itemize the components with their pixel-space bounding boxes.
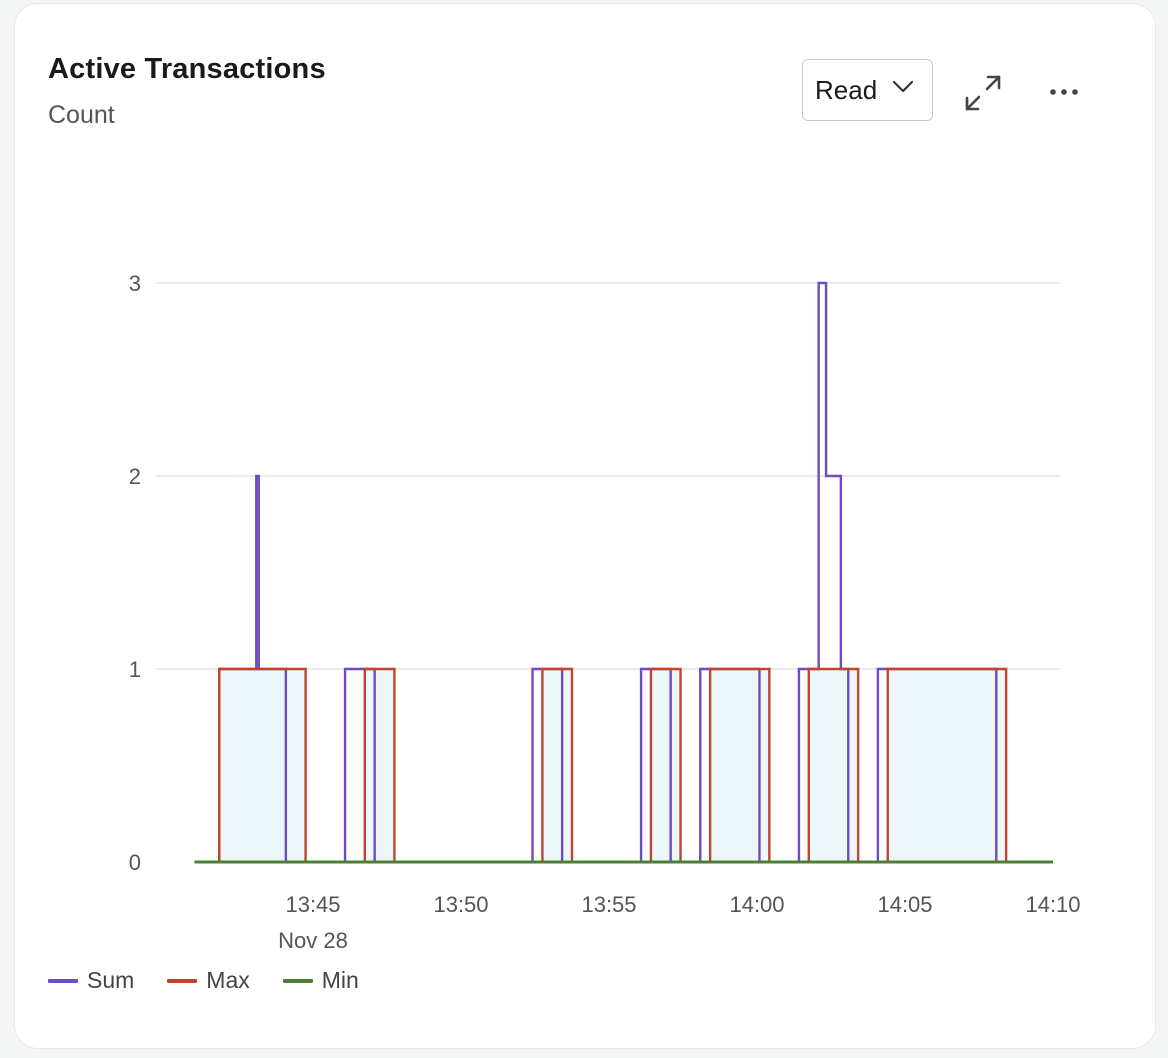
- legend-item-max[interactable]: Max: [167, 967, 250, 994]
- legend-swatch: [48, 978, 78, 983]
- chevron-down-icon: [892, 80, 914, 93]
- max-area-fill: [650, 669, 681, 862]
- chart-title: Active Transactions: [48, 53, 326, 85]
- legend-item-min[interactable]: Min: [282, 967, 359, 994]
- expand-icon[interactable]: [964, 74, 1002, 112]
- x-tick-label-14:05: 14:05: [877, 892, 932, 917]
- y-tick-label-3: 3: [129, 271, 141, 296]
- chart-subtitle: Count: [48, 101, 115, 129]
- legend-swatch: [282, 978, 313, 983]
- more-horizontal-icon[interactable]: [1048, 82, 1080, 102]
- x-tick-label-13:50: 13:50: [433, 892, 488, 917]
- tick-label-layer: 0 1 2 3 13:45 Nov 28 13:50 13:55 14:00 14:05 14:10: [129, 271, 1081, 953]
- y-tick-label-1: 1: [129, 657, 141, 682]
- legend-swatch: [167, 978, 198, 983]
- x-tick-label-13:45: 13:45: [285, 892, 340, 917]
- y-tick-label-2: 2: [129, 464, 141, 489]
- chart-legend: Sum Max Min: [48, 967, 392, 994]
- max-area-fill: [887, 669, 1007, 862]
- legend-label: Min: [321, 967, 359, 993]
- legend-item-sum[interactable]: Sum: [48, 967, 134, 994]
- x-tick-label-14:10: 14:10: [1025, 892, 1080, 917]
- x-tick-label-14:00: 14:00: [729, 892, 784, 917]
- max-area-fill: [542, 669, 572, 862]
- x-tick-label-13:55: 13:55: [581, 892, 636, 917]
- y-tick-label-0: 0: [129, 850, 141, 875]
- x-date-label: Nov 28: [278, 928, 348, 953]
- max-area-fill: [219, 669, 306, 862]
- dropdown-value: Read: [815, 74, 878, 105]
- max-area-fill: [364, 669, 395, 862]
- legend-label: Max: [206, 967, 250, 993]
- grid-layer: [156, 282, 1060, 670]
- series-layer: [194, 281, 1053, 864]
- max-area-fill: [808, 669, 859, 862]
- legend-label: Sum: [87, 967, 135, 993]
- chart-card: [14, 3, 1156, 1049]
- read-dropdown[interactable]: Read: [802, 59, 933, 121]
